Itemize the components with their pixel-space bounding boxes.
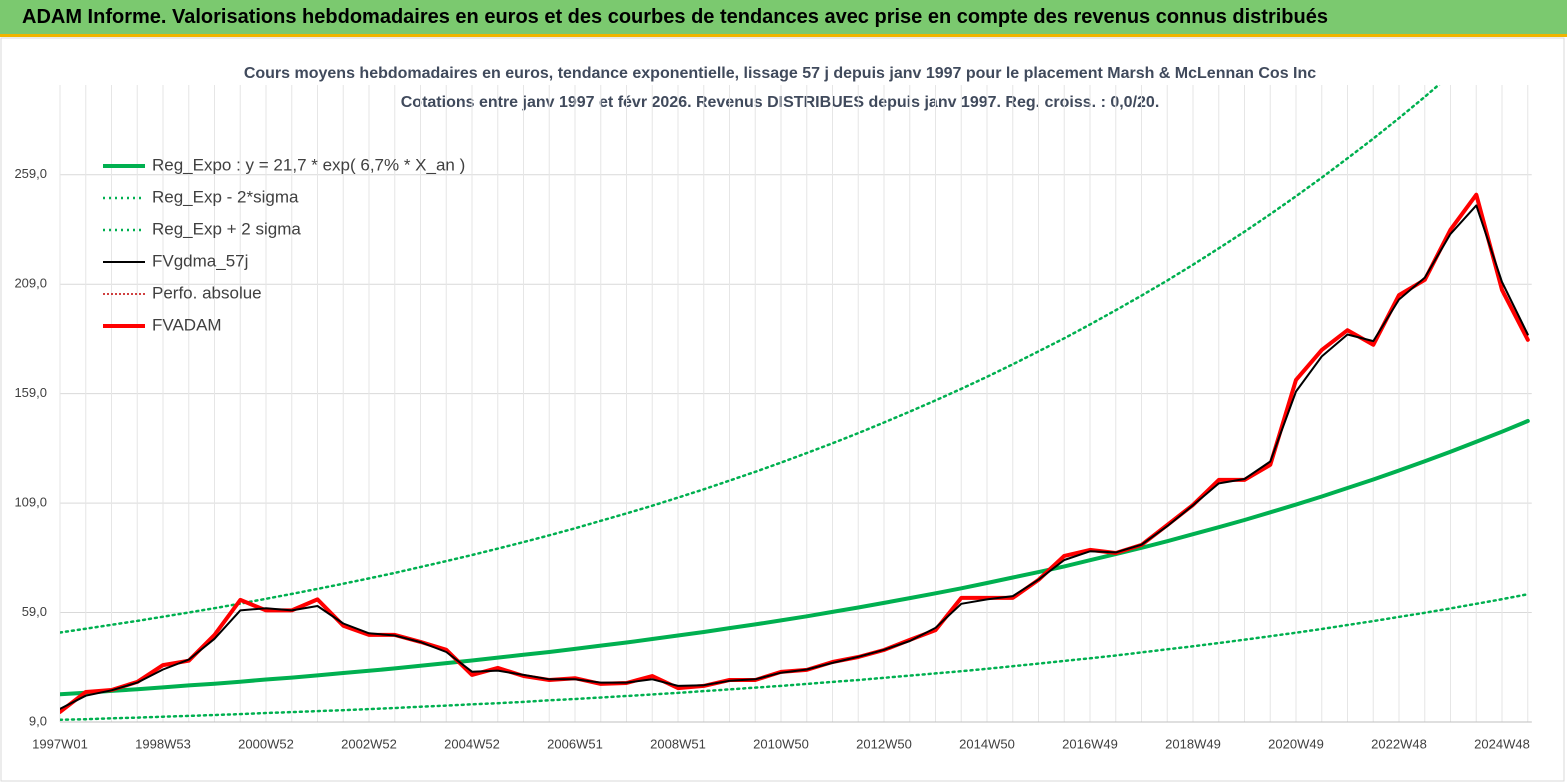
x-tick-label: 2010W50 bbox=[753, 736, 809, 751]
legend-label: Reg_Exp - 2*sigma bbox=[152, 187, 299, 206]
x-tick-label: 2000W52 bbox=[238, 736, 294, 751]
x-tick-label: 2006W51 bbox=[547, 736, 603, 751]
legend-label: FVgdma_57j bbox=[152, 251, 248, 270]
legend-label: Reg_Expo : y = 21,7 * exp( 6,7% * X_an ) bbox=[152, 155, 465, 174]
legend-label: Perfo. absolue bbox=[152, 283, 262, 302]
x-tick-label: 2018W49 bbox=[1165, 736, 1221, 751]
series-line bbox=[60, 85, 1441, 634]
chart-subtitle: Cotations entre janv 1997 et févr 2026. … bbox=[401, 94, 1160, 111]
x-tick-label: 1997W01 bbox=[32, 736, 88, 751]
header-bar: ADAM Informe. Valorisations hebdomadaire… bbox=[0, 0, 1567, 37]
chart: Cours moyens hebdomadaires en euros, ten… bbox=[0, 37, 1565, 782]
series-line bbox=[60, 204, 1529, 710]
y-tick-label: 59,0 bbox=[22, 604, 47, 619]
chart-title: Cours moyens hebdomadaires en euros, ten… bbox=[244, 65, 1316, 82]
x-tick-label: 2012W50 bbox=[856, 736, 912, 751]
chart-frame bbox=[0, 37, 1565, 782]
y-tick-label: 209,0 bbox=[14, 276, 47, 291]
y-tick-label: 259,0 bbox=[14, 166, 47, 181]
legend-label: Reg_Exp + 2 sigma bbox=[152, 219, 301, 238]
x-tick-label: 2002W52 bbox=[341, 736, 397, 751]
grid: 9,0 59,0 109,0 159,0 209,0 259,0 1997W01 1998W5… bbox=[14, 85, 1532, 751]
series-line bbox=[60, 592, 1530, 722]
y-tick-label: 159,0 bbox=[14, 385, 47, 400]
x-tick-label: 2014W50 bbox=[959, 736, 1015, 751]
plot-lines bbox=[60, 85, 1530, 722]
header-title: ADAM Informe. Valorisations hebdomadaire… bbox=[22, 6, 1328, 28]
x-tick-label: 2024W48 bbox=[1474, 736, 1530, 751]
x-tick-label: 2004W52 bbox=[444, 736, 500, 751]
y-tick-label: 109,0 bbox=[14, 495, 47, 510]
legend-label: FVADAM bbox=[152, 315, 222, 334]
y-tick-label: 9,0 bbox=[29, 713, 47, 728]
x-tick-label: 2020W49 bbox=[1268, 736, 1324, 751]
x-tick-label: 2016W49 bbox=[1062, 736, 1118, 751]
x-tick-label: 2008W51 bbox=[650, 736, 706, 751]
x-tick-label: 1998W53 bbox=[135, 736, 191, 751]
x-tick-label: 2022W48 bbox=[1371, 736, 1427, 751]
legend: Reg_Expo : y = 21,7 * exp( 6,7% * X_an )… bbox=[103, 155, 465, 334]
series-line bbox=[60, 419, 1530, 697]
